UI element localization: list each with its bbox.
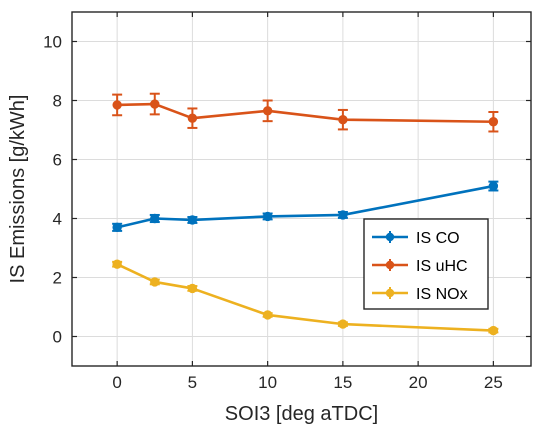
x-tick-label: 25 <box>484 373 503 392</box>
legend-label: IS uHC <box>416 258 468 275</box>
legend-swatch-marker <box>385 232 395 242</box>
legend-label: IS CO <box>416 230 460 247</box>
y-tick-label: 8 <box>53 92 62 111</box>
series-is-uhc <box>112 92 499 133</box>
data-point <box>150 99 160 109</box>
data-point <box>187 215 198 225</box>
data-point <box>338 319 348 329</box>
data-point <box>150 213 160 224</box>
data-point <box>262 106 273 116</box>
data-point <box>338 114 348 125</box>
legend-item: IS CO <box>372 230 460 247</box>
legend-item: IS NOx <box>372 286 468 303</box>
data-point <box>488 117 499 127</box>
x-tick-label: 20 <box>409 373 428 392</box>
legend-swatch-marker <box>385 260 395 270</box>
legend-label: IS NOx <box>416 286 468 303</box>
data-point <box>488 181 499 191</box>
data-point <box>262 211 273 222</box>
ticks: 0 5 10 15 20 25 0 2 4 6 8 10 <box>43 12 531 392</box>
y-tick-label: 10 <box>43 33 62 52</box>
series-line <box>116 184 494 229</box>
data-point <box>338 210 348 220</box>
series-is-co <box>112 180 499 233</box>
legend-item: IS uHC <box>372 258 468 275</box>
data-point <box>187 283 198 294</box>
x-tick-label: 15 <box>333 373 352 392</box>
y-tick-label: 2 <box>53 269 62 288</box>
data-point <box>112 100 122 110</box>
y-tick-label: 4 <box>53 210 62 229</box>
x-tick-label: 5 <box>188 373 197 392</box>
legend-swatch-marker <box>385 288 395 298</box>
data-point <box>187 113 198 123</box>
series-is-nox <box>112 259 499 336</box>
data-point <box>150 277 160 287</box>
legend: IS CO IS uHC IS NOx <box>363 218 489 310</box>
x-tick-label: 10 <box>258 373 277 392</box>
x-tick-label: 0 <box>112 373 121 392</box>
series-line <box>116 263 494 332</box>
plot-area <box>112 92 499 336</box>
y-tick-label: 0 <box>53 328 62 347</box>
data-point <box>112 259 122 269</box>
data-point <box>488 325 499 336</box>
grid <box>72 12 531 366</box>
y-tick-label: 6 <box>53 151 62 170</box>
axes-box <box>71 11 532 367</box>
series-line <box>117 102 494 124</box>
data-point <box>112 222 122 233</box>
y-axis-title: IS Emissions [g/kWh] <box>7 95 29 284</box>
x-axis-title: SOI3 [deg aTDC] <box>225 403 378 425</box>
data-point <box>262 310 273 320</box>
